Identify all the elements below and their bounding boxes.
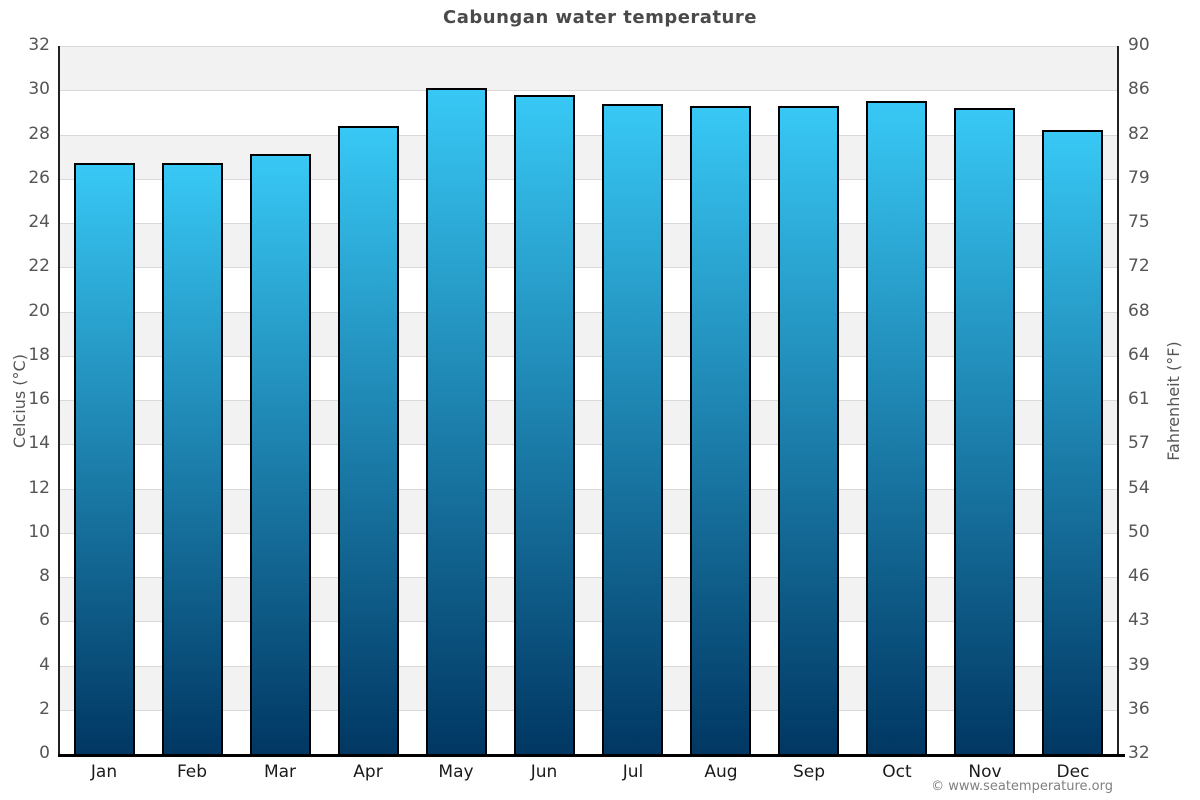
y-tick-label-fahrenheit: 79 xyxy=(1128,167,1150,188)
y-tick-label-fahrenheit: 82 xyxy=(1128,123,1150,144)
gridline xyxy=(60,444,1117,445)
temperature-bar[interactable] xyxy=(866,101,927,754)
y-tick-label-celsius: 4 xyxy=(39,654,50,675)
gridline xyxy=(60,666,1117,667)
y-axis-line-right xyxy=(1117,46,1119,754)
plot-band xyxy=(60,488,1117,533)
temperature-bar[interactable] xyxy=(690,106,751,754)
temperature-bar[interactable] xyxy=(250,154,311,754)
y-tick-label-celsius: 18 xyxy=(28,344,50,365)
plot-band xyxy=(60,577,1117,622)
y-tick-label-celsius: 8 xyxy=(39,566,50,586)
y-tick-label-celsius: 10 xyxy=(28,521,50,542)
x-tick-label-month: Feb xyxy=(176,762,208,782)
y-tick-label-fahrenheit: 36 xyxy=(1128,698,1150,719)
y-tick-label-celsius: 32 xyxy=(28,35,50,55)
y-tick-label-fahrenheit: 72 xyxy=(1128,256,1150,277)
x-tick-label-month: Apr xyxy=(353,762,383,782)
y-tick-label-fahrenheit: 61 xyxy=(1128,389,1150,409)
gridline xyxy=(60,533,1117,534)
y-tick-label-fahrenheit: 57 xyxy=(1128,433,1150,454)
gridline xyxy=(60,400,1117,401)
temperature-bar[interactable] xyxy=(602,104,663,754)
temperature-bar[interactable] xyxy=(426,88,487,754)
gridline xyxy=(60,90,1117,91)
y-tick-label-celsius: 30 xyxy=(28,79,50,100)
y-tick-label-celsius: 0 xyxy=(39,743,50,763)
x-tick-label-month: Jun xyxy=(530,762,558,782)
y-tick-label-fahrenheit: 32 xyxy=(1128,743,1150,763)
gridline xyxy=(60,179,1117,180)
x-tick-label-month: Mar xyxy=(263,762,297,782)
temperature-bar[interactable] xyxy=(1042,130,1103,754)
gridline xyxy=(60,710,1117,711)
y-axis-title-fahrenheit: Fahrenheit (°F) xyxy=(1164,341,1183,461)
temperature-bar[interactable] xyxy=(338,126,399,754)
y-tick-label-fahrenheit: 54 xyxy=(1128,477,1150,498)
gridline xyxy=(60,489,1117,490)
gridline xyxy=(60,46,1117,47)
x-tick-label-month: Dec xyxy=(1056,762,1090,782)
gridline xyxy=(60,356,1117,357)
y-tick-label-celsius: 22 xyxy=(28,256,50,277)
gridline xyxy=(60,223,1117,224)
x-tick-label-month: Oct xyxy=(882,762,912,782)
chart-title: Cabungan water temperature xyxy=(443,7,757,28)
y-tick-label-fahrenheit: 43 xyxy=(1128,610,1150,631)
y-tick-label-fahrenheit: 75 xyxy=(1128,212,1150,232)
x-tick-label-month: Nov xyxy=(968,762,1002,782)
y-tick-label-fahrenheit: 68 xyxy=(1128,300,1150,321)
copyright-text: © www.seatemperature.org xyxy=(931,779,1113,794)
temperature-bar[interactable] xyxy=(778,106,839,754)
y-tick-label-celsius: 28 xyxy=(28,123,50,144)
x-axis-line xyxy=(58,754,1125,757)
temperature-bar[interactable] xyxy=(514,95,575,754)
gridline xyxy=(60,135,1117,136)
temperature-bar[interactable] xyxy=(162,163,223,754)
plot-band xyxy=(60,223,1117,268)
gridline xyxy=(60,577,1117,578)
temperature-bar[interactable] xyxy=(74,163,135,754)
plot-band xyxy=(60,46,1117,91)
y-tick-label-fahrenheit: 86 xyxy=(1128,79,1150,100)
x-tick-label-month: Jan xyxy=(90,762,118,782)
temperature-bar[interactable] xyxy=(954,108,1015,754)
y-tick-label-fahrenheit: 39 xyxy=(1128,654,1150,675)
y-tick-label-fahrenheit: 90 xyxy=(1128,35,1150,55)
y-axis-line-left xyxy=(58,46,60,754)
y-tick-label-fahrenheit: 46 xyxy=(1128,566,1150,586)
y-tick-label-celsius: 20 xyxy=(28,300,50,321)
x-tick-label-month: Jul xyxy=(622,762,644,782)
plot-band xyxy=(60,311,1117,356)
x-tick-label-month: May xyxy=(438,762,474,782)
x-tick-label-month: Sep xyxy=(792,762,826,782)
plot-band xyxy=(60,665,1117,710)
gridline xyxy=(60,267,1117,268)
y-tick-label-celsius: 12 xyxy=(28,477,50,498)
y-tick-label-celsius: 26 xyxy=(28,167,50,188)
y-tick-label-celsius: 24 xyxy=(28,212,50,232)
plot-band xyxy=(60,134,1117,179)
gridline xyxy=(60,312,1117,313)
gridline xyxy=(60,621,1117,622)
y-tick-label-celsius: 6 xyxy=(39,610,50,631)
y-tick-label-celsius: 2 xyxy=(39,698,50,719)
plot-band xyxy=(60,400,1117,445)
y-tick-label-celsius: 14 xyxy=(28,433,50,454)
y-tick-label-fahrenheit: 64 xyxy=(1128,344,1150,365)
y-tick-label-celsius: 16 xyxy=(28,389,50,409)
y-tick-label-fahrenheit: 50 xyxy=(1128,521,1150,542)
y-axis-title-celsius: Celcius (°C) xyxy=(10,354,29,448)
x-tick-label-month: Aug xyxy=(704,762,738,782)
